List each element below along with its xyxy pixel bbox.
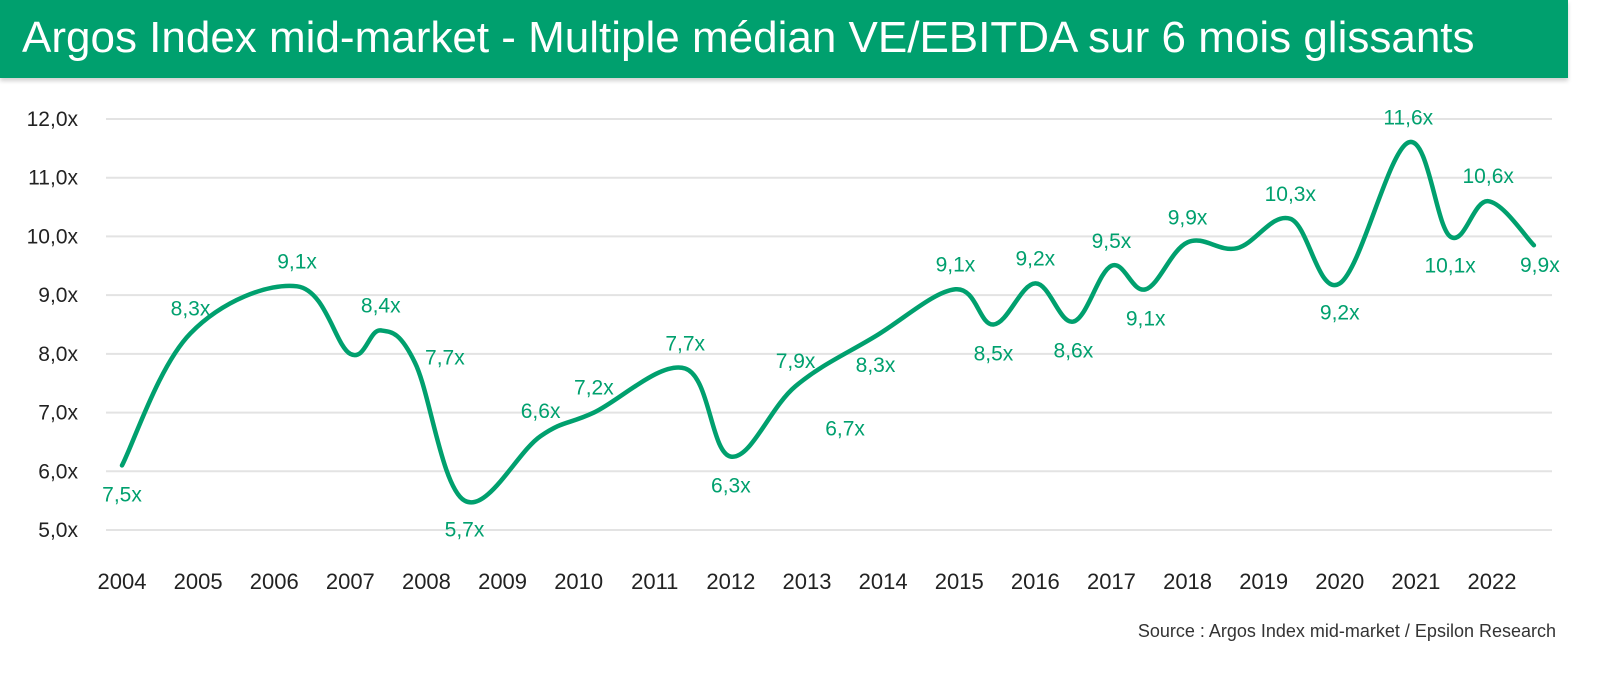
y-tick-label: 10,0x <box>27 225 79 248</box>
y-tick-label: 8,0x <box>38 343 78 366</box>
data-label: 7,2x <box>574 377 614 400</box>
x-tick-label: 2012 <box>706 569 755 594</box>
data-label: 9,2x <box>1320 301 1360 324</box>
x-tick-label: 2008 <box>402 569 451 594</box>
data-label: 10,1x <box>1424 254 1476 277</box>
y-tick-label: 5,0x <box>38 519 78 542</box>
x-tick-label: 2022 <box>1468 569 1517 594</box>
data-label: 7,5x <box>102 483 142 506</box>
x-tick-label: 2007 <box>326 569 375 594</box>
data-label: 5,7x <box>445 519 485 542</box>
data-label: 9,9x <box>1168 206 1208 229</box>
chart-title: Argos Index mid-market - Multiple médian… <box>22 13 1475 62</box>
y-tick-label: 6,0x <box>38 460 78 483</box>
x-tick-label: 2019 <box>1239 569 1288 594</box>
series-line <box>119 140 1537 505</box>
data-label: 11,6x <box>1383 106 1433 129</box>
data-label: 8,3x <box>856 354 896 377</box>
x-tick-label: 2009 <box>478 569 527 594</box>
data-label: 9,2x <box>1015 247 1055 270</box>
source-note: Source : Argos Index mid-market / Epsilo… <box>1137 621 1556 641</box>
data-label: 10,3x <box>1265 183 1317 206</box>
data-label: 8,5x <box>974 343 1014 366</box>
data-label: 9,5x <box>1092 230 1132 253</box>
x-tick-label: 2013 <box>783 569 832 594</box>
x-tick-label: 2014 <box>859 569 908 594</box>
data-label: 9,1x <box>277 250 317 273</box>
x-tick-label: 2015 <box>935 569 984 594</box>
y-tick-label: 7,0x <box>38 402 78 425</box>
x-tick-label: 2006 <box>250 569 299 594</box>
y-tick-label: 11,0x <box>28 167 78 190</box>
data-label: 8,6x <box>1054 340 1094 363</box>
x-tick-label: 2017 <box>1087 569 1136 594</box>
x-tick-label: 2020 <box>1315 569 1364 594</box>
data-label: 7,7x <box>425 347 465 370</box>
data-label: 9,1x <box>936 253 976 276</box>
data-label: 10,6x <box>1463 165 1515 188</box>
data-label: 8,4x <box>361 294 401 317</box>
data-label: 6,3x <box>711 475 751 498</box>
data-label: 7,7x <box>665 333 705 356</box>
x-tick-label: 2004 <box>98 569 147 594</box>
x-tick-label: 2021 <box>1391 569 1440 594</box>
x-tick-label: 2005 <box>174 569 223 594</box>
y-tick-label: 12,0x <box>27 108 79 131</box>
data-label: 9,1x <box>1126 307 1166 330</box>
data-label: 9,9x <box>1520 254 1560 277</box>
x-tick-label: 2018 <box>1163 569 1212 594</box>
x-tick-label: 2011 <box>631 569 678 594</box>
data-label: 6,6x <box>521 400 561 423</box>
data-label: 6,7x <box>825 417 865 440</box>
x-tick-label: 2010 <box>554 569 603 594</box>
chart-header: Argos Index mid-market - Multiple médian… <box>0 0 1568 78</box>
x-tick-label: 2016 <box>1011 569 1060 594</box>
data-label: 7,9x <box>776 350 816 373</box>
y-tick-label: 9,0x <box>38 284 78 307</box>
data-label: 8,3x <box>171 297 211 320</box>
